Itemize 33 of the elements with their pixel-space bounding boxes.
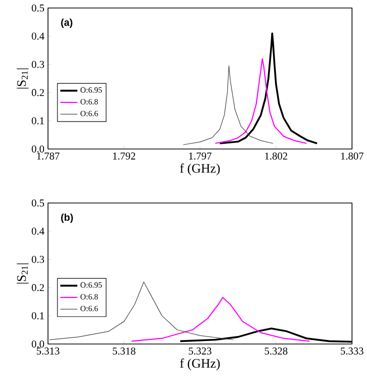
y-tick-label: 0.5 bbox=[32, 199, 44, 207]
x-axis-title: f (GHz) bbox=[180, 163, 220, 176]
annotation: (b) bbox=[61, 214, 73, 223]
x-tick-label: 1.787 bbox=[37, 152, 60, 160]
x-tick-label: 1.802 bbox=[265, 152, 288, 160]
y-tick-label: 0.3 bbox=[32, 256, 44, 263]
x-tick-label: 5.313 bbox=[36, 348, 60, 355]
x-tick-label: 5.328 bbox=[264, 348, 288, 355]
y-tick-label: 0.0 bbox=[32, 145, 44, 153]
x-tick-label: 1.792 bbox=[113, 152, 136, 160]
x-tick-label: 5.333 bbox=[340, 348, 364, 355]
line-series bbox=[182, 66, 274, 146]
y-tick-label: 0.2 bbox=[32, 284, 44, 292]
y-tick-label: 0.4 bbox=[32, 32, 44, 40]
y-tick-label: 0.2 bbox=[32, 89, 44, 96]
x-tick-label: 5.323 bbox=[188, 348, 212, 355]
y-axis-title: |S$_{21}$| bbox=[16, 263, 29, 284]
y-axis-title: |S$_{21}$| bbox=[16, 68, 29, 88]
y-tick-label: 0.1 bbox=[32, 117, 44, 124]
x-tick-label: 1.797 bbox=[189, 152, 212, 160]
y-tick-label: 0.3 bbox=[32, 60, 44, 68]
annotation: (a) bbox=[61, 18, 72, 28]
x-tick-label: 1.807 bbox=[341, 152, 364, 160]
y-tick-label: 0.4 bbox=[32, 228, 44, 235]
x-tick-label: 5.318 bbox=[112, 348, 136, 355]
x-axis-title: f (GHz) bbox=[180, 358, 220, 370]
y-tick-label: 0.1 bbox=[32, 312, 44, 320]
line-series bbox=[218, 32, 318, 144]
line-series bbox=[214, 58, 307, 144]
line-series bbox=[49, 282, 234, 340]
y-tick-label: 0.0 bbox=[32, 340, 44, 348]
line-series bbox=[131, 296, 310, 342]
y-tick-label: 0.5 bbox=[32, 4, 44, 12]
